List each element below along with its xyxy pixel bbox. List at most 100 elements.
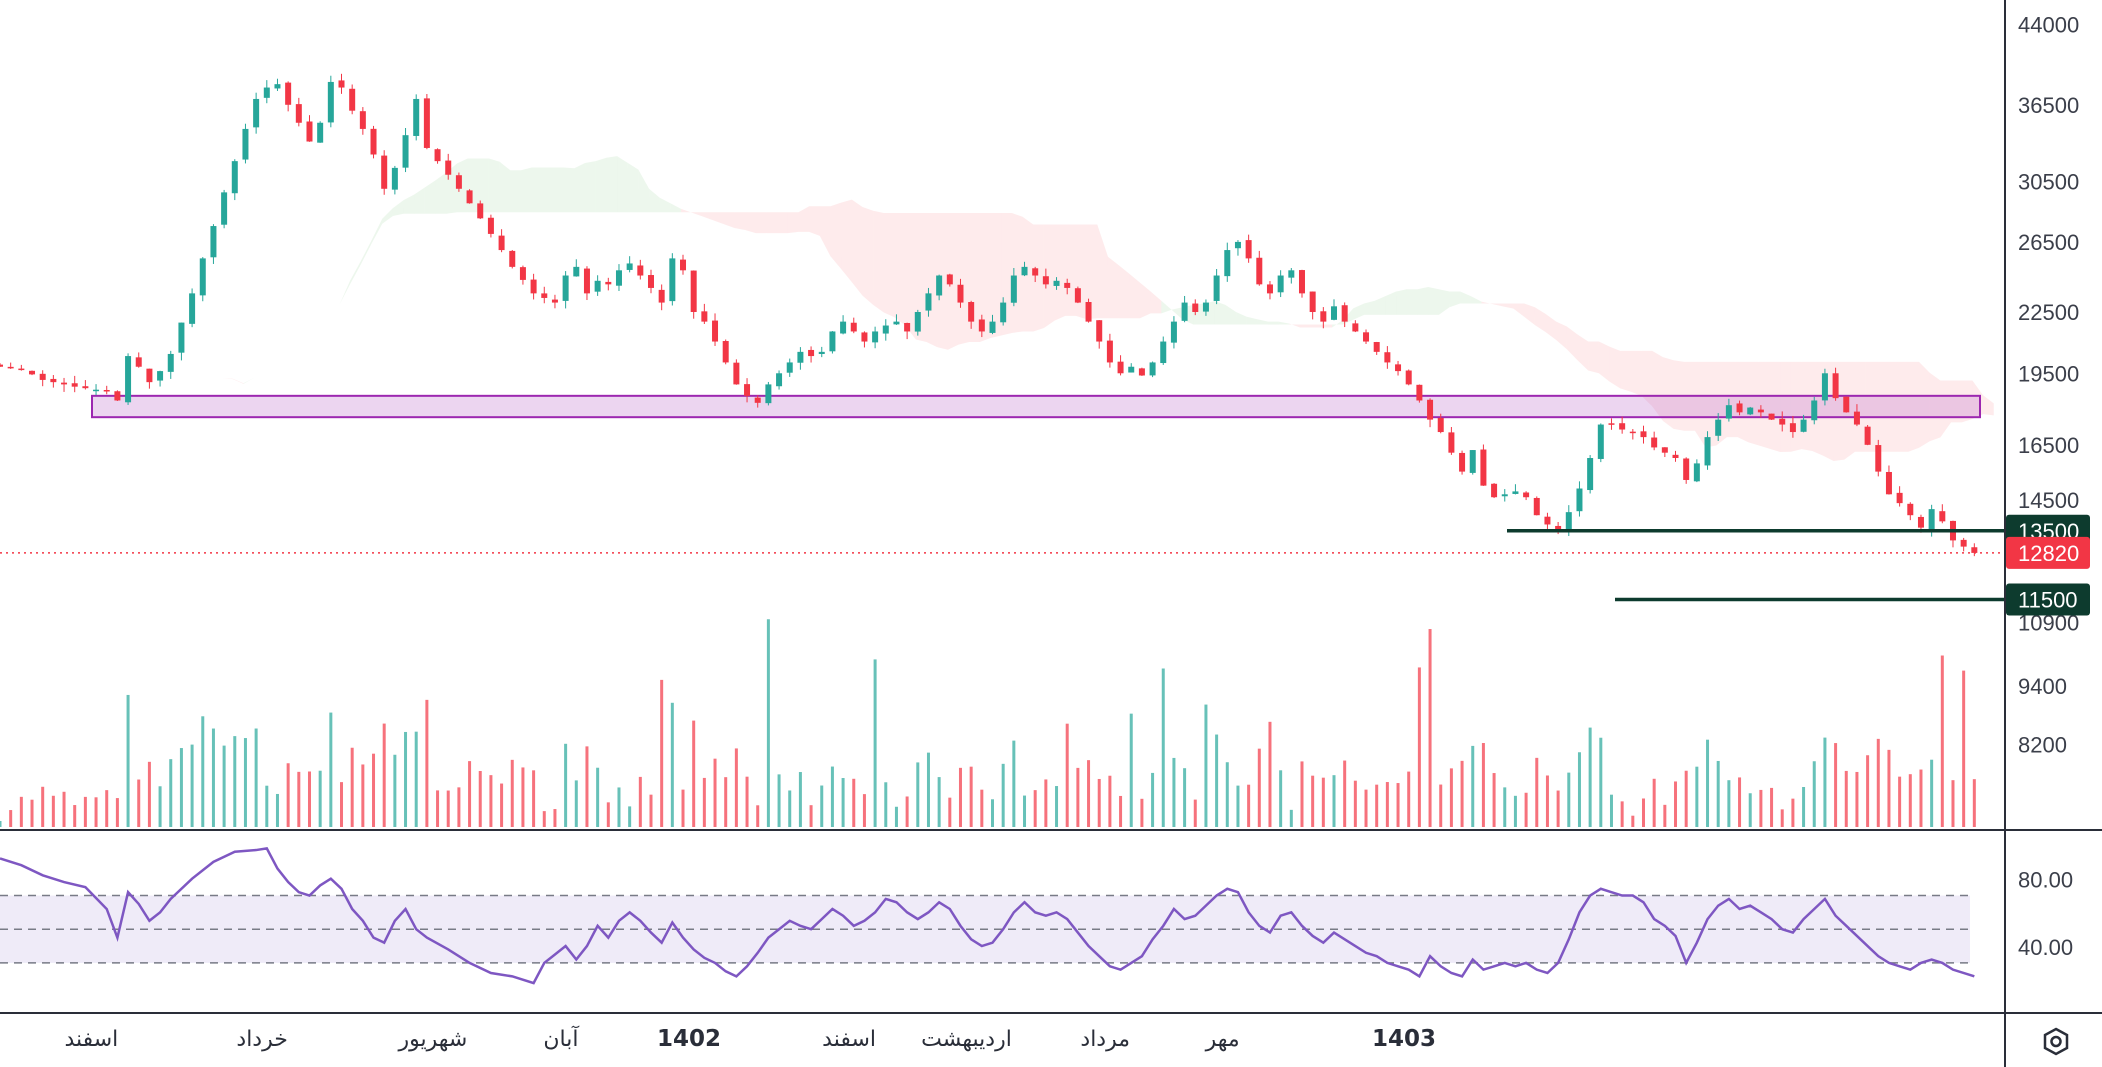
- time-tick-label: اسفند: [822, 1027, 876, 1052]
- volume-bar: [948, 797, 952, 827]
- candle: [1757, 405, 1764, 418]
- cloud-segment: [339, 280, 351, 305]
- volume-bar: [596, 767, 600, 827]
- rsi-axis[interactable]: 80.00 40.00: [2018, 868, 2073, 960]
- volume-bar: [1695, 766, 1699, 827]
- cloud-segment: [979, 213, 991, 343]
- volume-bar: [201, 716, 205, 827]
- cloud-segment: [1758, 361, 1770, 449]
- cloud-segment: [1374, 296, 1386, 315]
- volume-bar: [404, 731, 408, 827]
- candle: [1085, 298, 1092, 323]
- price-tick-label: 9400: [2018, 674, 2067, 699]
- time-tick-label: خرداد: [236, 1027, 287, 1052]
- price-tick-label: 19500: [2018, 361, 2079, 386]
- volume-bar: [1183, 768, 1187, 827]
- volume-bar: [1545, 775, 1549, 827]
- cloud-segment: [883, 213, 895, 318]
- volume-bar: [702, 777, 706, 827]
- candle: [402, 128, 409, 173]
- cloud-segment: [1694, 361, 1706, 448]
- cloud-segment: [1054, 224, 1066, 321]
- candle: [71, 375, 78, 393]
- candle: [1544, 512, 1551, 533]
- cloud-segment: [371, 218, 383, 244]
- candle: [1331, 299, 1338, 321]
- candle: [1234, 240, 1241, 256]
- candle: [1480, 444, 1487, 486]
- cloud-segment: [446, 163, 457, 214]
- cloud-segment: [1737, 361, 1749, 443]
- volume-bar: [137, 779, 141, 827]
- candle: [391, 165, 398, 195]
- rsi-pane[interactable]: [0, 846, 1975, 985]
- cloud-segment: [627, 162, 639, 213]
- candle: [306, 115, 313, 142]
- volume-bar: [1513, 795, 1517, 827]
- volume-bar: [1065, 723, 1069, 827]
- volume-bar: [713, 758, 717, 827]
- cloud-segment: [456, 158, 468, 213]
- cloud-segment: [1769, 361, 1781, 453]
- volume-bar: [1887, 749, 1891, 827]
- volume-bar: [1247, 784, 1251, 827]
- candle: [1277, 270, 1284, 298]
- volume-bar: [9, 810, 13, 827]
- volume-bar: [83, 796, 87, 827]
- cloud-segment: [232, 378, 244, 384]
- price-tick-label: 14500: [2018, 488, 2079, 513]
- price-tick-label: 44000: [2018, 13, 2079, 38]
- time-axis[interactable]: اسفند خرداد شهریور آبان 1402 اسفند اردیبهشت مرد…: [64, 1025, 1436, 1052]
- volume-bar: [532, 770, 536, 827]
- chart-settings-button[interactable]: [2036, 1024, 2076, 1060]
- cloud-segment: [1460, 291, 1471, 304]
- candle: [562, 271, 569, 309]
- cloud-segment: [435, 172, 447, 214]
- volume-bar: [1620, 801, 1624, 827]
- candle: [1128, 363, 1135, 373]
- candle: [690, 270, 697, 319]
- candle: [925, 287, 932, 317]
- candle: [551, 294, 558, 309]
- volume-bar: [980, 789, 984, 827]
- candle: [1811, 396, 1818, 425]
- candle: [1010, 267, 1017, 307]
- candle: [1672, 450, 1679, 462]
- cloud-segment: [659, 197, 671, 213]
- candle: [818, 346, 825, 358]
- resistance-zone[interactable]: [91, 394, 1981, 419]
- cloud-segment: [1353, 303, 1365, 320]
- candle: [135, 352, 142, 368]
- volume-bar: [51, 795, 55, 827]
- volume-bar: [1279, 770, 1283, 827]
- volume-bar: [1161, 668, 1165, 827]
- cloud-segment: [841, 199, 852, 283]
- volume-bar: [1471, 745, 1475, 827]
- candle: [712, 313, 719, 346]
- candle: [936, 274, 943, 301]
- price-pane[interactable]: [0, 73, 2005, 827]
- cloud-segment: [649, 188, 660, 213]
- volume-bar: [873, 659, 877, 827]
- gear-icon: [2043, 1027, 2069, 1056]
- volume-bar: [19, 796, 23, 827]
- candle: [914, 309, 921, 336]
- volume-bar: [724, 777, 728, 827]
- candle: [242, 123, 249, 164]
- cloud-segment: [1011, 213, 1023, 333]
- candle: [1427, 398, 1434, 428]
- candle: [1971, 543, 1978, 557]
- candle: [1000, 297, 1007, 326]
- candle: [1512, 484, 1519, 495]
- volume-bar: [414, 731, 418, 827]
- volume-bar: [1492, 773, 1496, 827]
- cloud-segment: [1961, 380, 1973, 423]
- cloud-segment: [1289, 323, 1301, 328]
- cloud-segment: [1492, 303, 1503, 307]
- volume-bar: [1866, 755, 1870, 827]
- volume-bar: [692, 720, 696, 827]
- time-tick-label: آبان: [543, 1025, 579, 1052]
- volume-bar: [766, 619, 770, 827]
